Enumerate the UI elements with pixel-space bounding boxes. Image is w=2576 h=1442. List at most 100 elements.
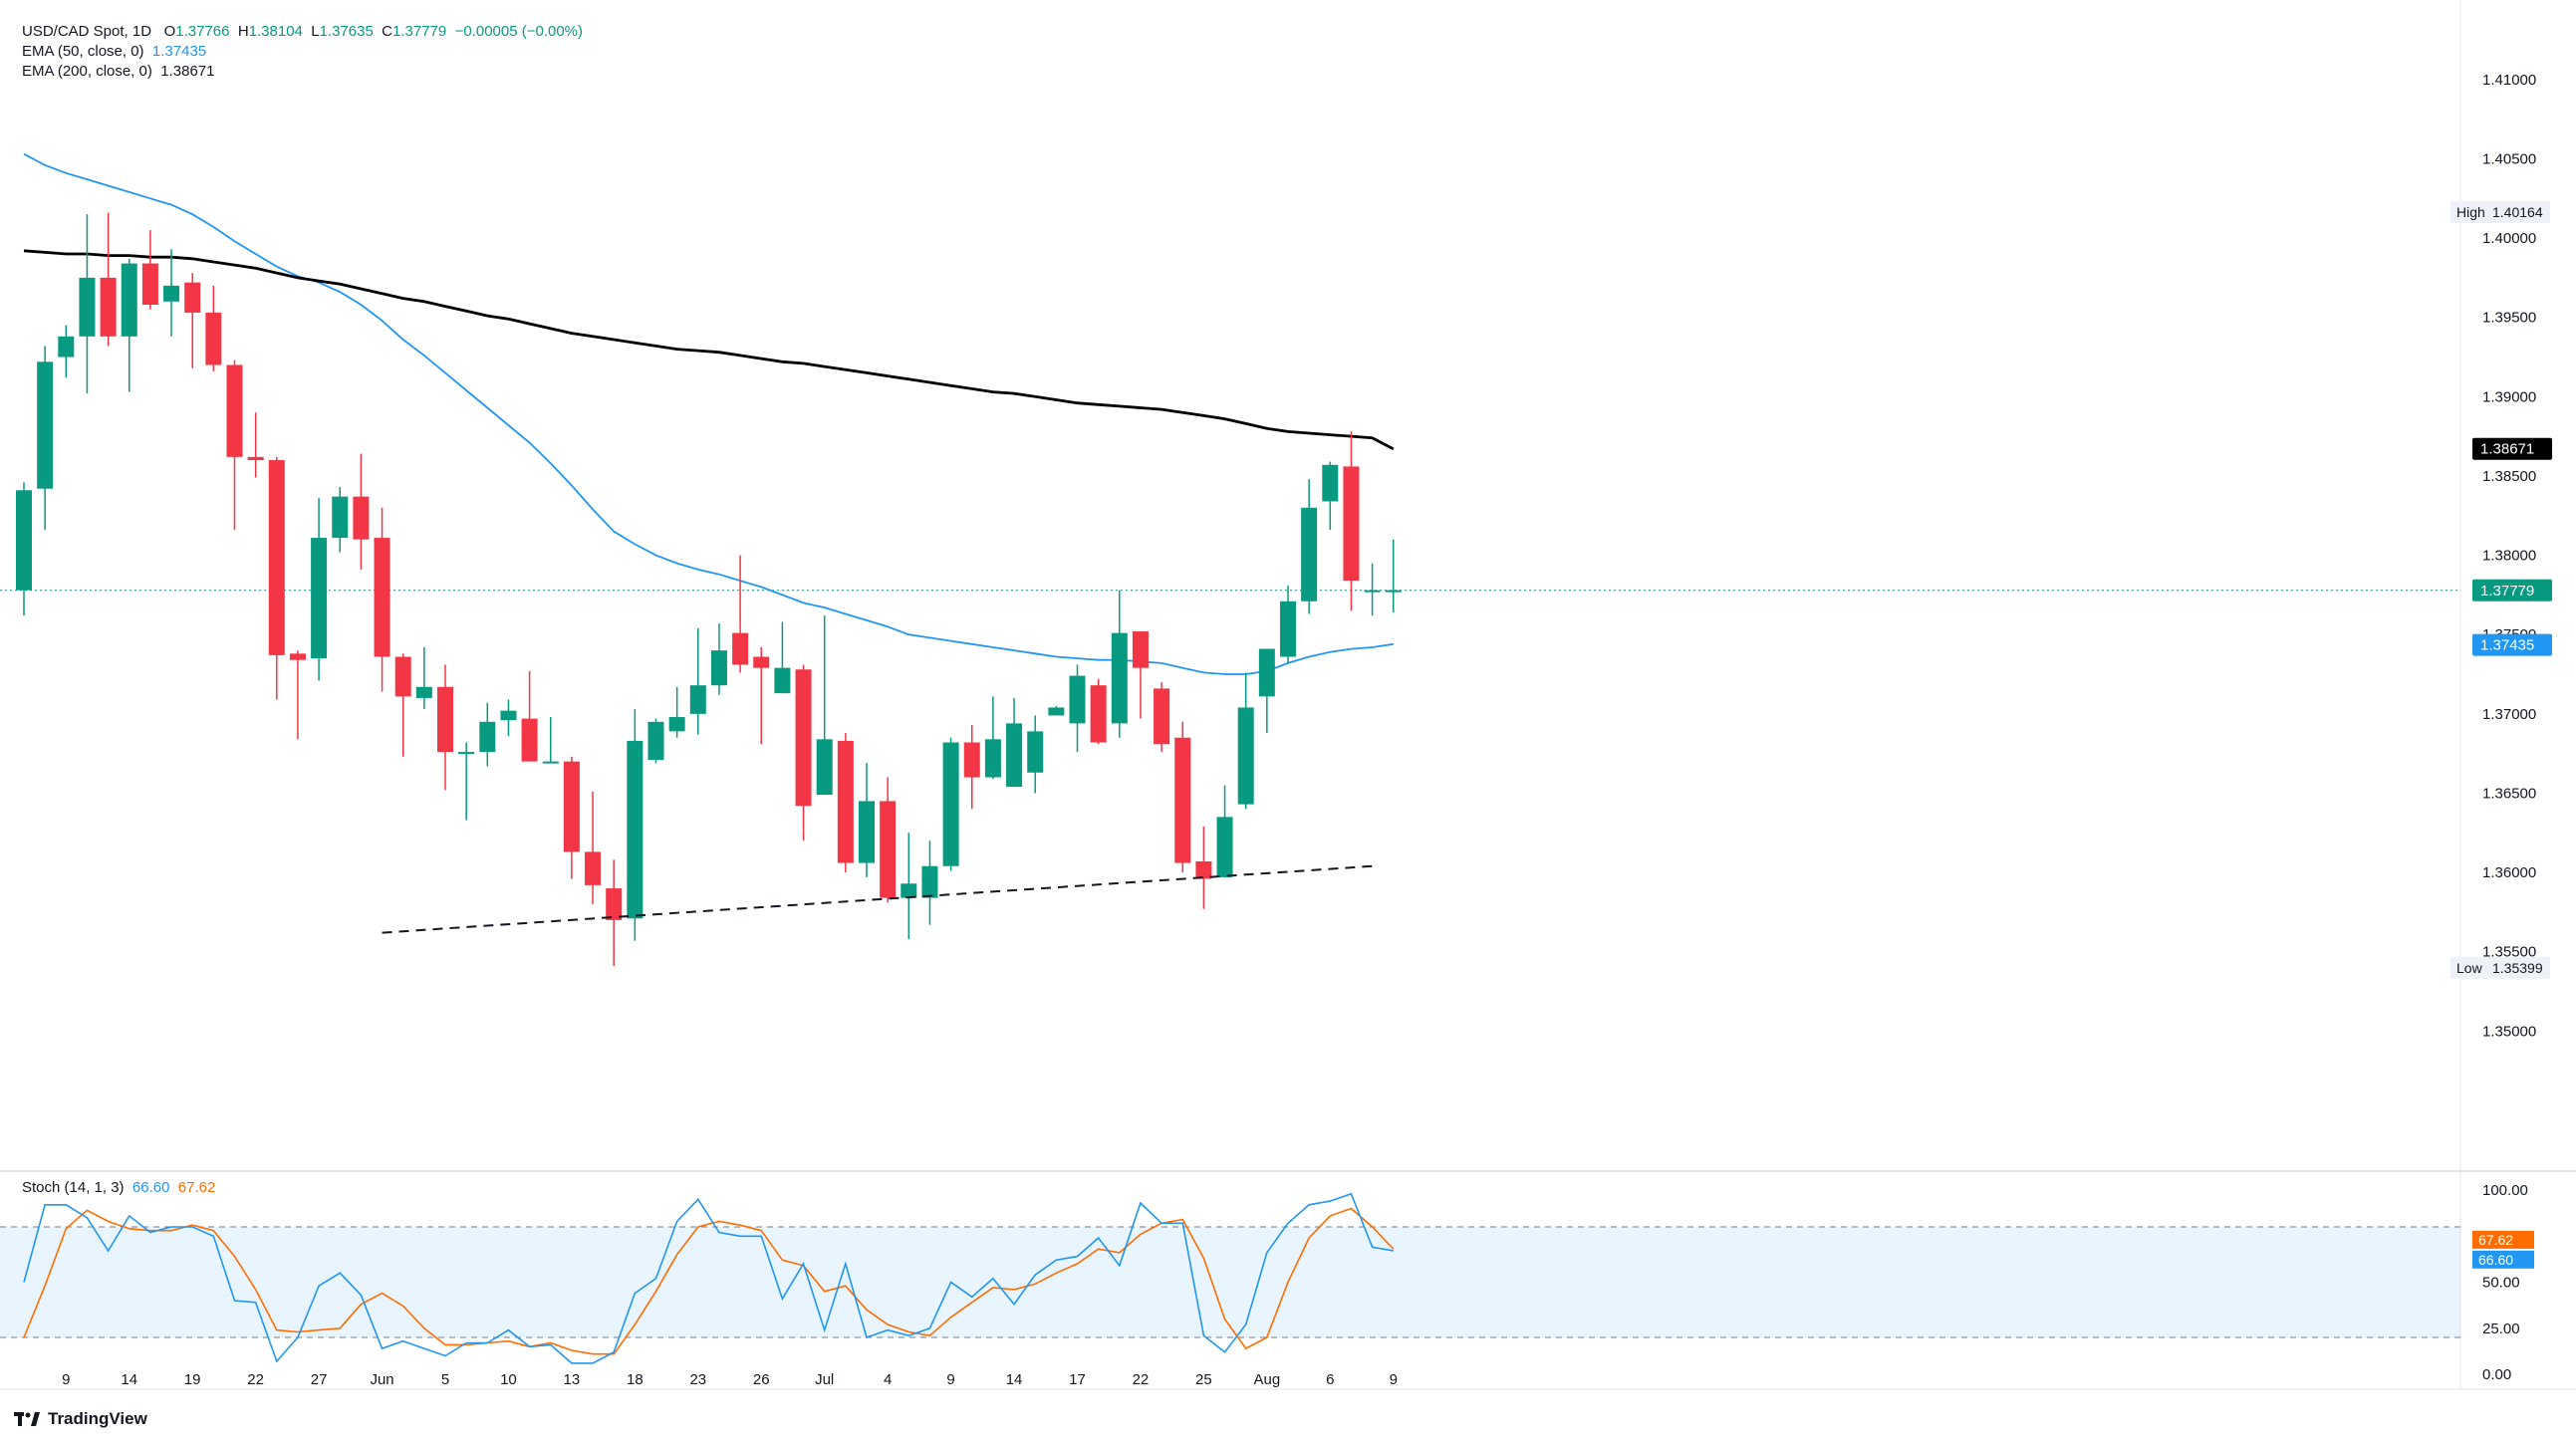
candle (394, 653, 411, 757)
legend-ema200-label: EMA (200, close, 0) (22, 63, 152, 80)
candle-body (353, 496, 370, 540)
time-axis-tick-label: 4 (884, 1371, 892, 1388)
candle-body (1343, 466, 1360, 582)
stoch-k-tag: 66.60 (2472, 1250, 2534, 1269)
candle (1258, 648, 1275, 733)
candle-body (141, 263, 158, 305)
candle (732, 555, 749, 673)
candle (16, 482, 32, 616)
candle (1027, 715, 1044, 794)
candle (795, 664, 812, 841)
price-axis-tick-label: 1.38000 (2482, 548, 2536, 565)
stoch-d-tag-bg (2472, 1230, 2534, 1249)
price-axis-tick-label: 1.36500 (2482, 785, 2536, 802)
ema50-price-tag-bg (2472, 633, 2552, 656)
time-axis-tick-label: 14 (121, 1371, 137, 1388)
tradingview-brand-text: TradingView (48, 1409, 147, 1428)
time-axis-tick-label: 13 (564, 1371, 581, 1388)
candle (1385, 539, 1402, 612)
ema50-line (23, 152, 1394, 675)
candle (606, 859, 623, 967)
legend-open: 1.37766 (175, 23, 230, 40)
legend-high: 1.38104 (248, 23, 303, 40)
candle-body (1111, 632, 1128, 724)
low-tag: Low 1.35399 (2450, 956, 2550, 979)
stoch-k-tag-bg (2472, 1250, 2534, 1269)
time-axis-tick-label: 9 (62, 1371, 70, 1388)
candle-body (1048, 707, 1065, 716)
time-axis-tick-label: 9 (946, 1371, 954, 1388)
candle (837, 732, 854, 873)
candle (437, 664, 453, 791)
candle (563, 756, 580, 879)
candle-body (1280, 601, 1296, 657)
legend-ema50-value: 1.37435 (151, 43, 207, 60)
legend-ema200-row: EMA (200, close, 0) 1.38671 (22, 62, 214, 82)
candle (458, 742, 475, 821)
candle-body (500, 710, 517, 721)
ema200-price-tag: 1.38671 (2472, 437, 2552, 460)
candle (1322, 461, 1339, 531)
candle-body (415, 686, 432, 698)
candle (963, 725, 980, 810)
high-tag-label: High (2456, 204, 2485, 220)
candle (479, 702, 496, 767)
candle (332, 487, 349, 553)
candle-body (563, 761, 580, 852)
candle-body (289, 653, 306, 660)
candle-body (521, 718, 538, 762)
time-axis-tick-label: 25 (1195, 1371, 1212, 1388)
stoch-d-tag-text: 67.62 (2478, 1232, 2513, 1248)
low-tag-value: 1.35399 (2492, 960, 2543, 976)
candle (141, 230, 158, 310)
current-price-tag-text: 1.37779 (2480, 583, 2534, 600)
candle (226, 360, 243, 531)
candle (1343, 431, 1360, 611)
candle-body (710, 650, 727, 686)
candle (37, 346, 54, 531)
high-tag-bg (2450, 200, 2550, 223)
candle (1216, 785, 1233, 877)
candle-body (1132, 631, 1149, 668)
candle (1006, 697, 1023, 788)
candle (289, 650, 306, 740)
candle-body (205, 312, 222, 365)
time-axis-tick-label: 23 (689, 1371, 706, 1388)
candle-body (268, 460, 285, 655)
price-axis-tick-label: 1.35000 (2482, 1023, 2536, 1040)
candle-body (311, 538, 328, 659)
stoch-axis-tick-label: 100.00 (2482, 1182, 2528, 1199)
candle-body (1069, 675, 1086, 724)
legend-open-label: O (163, 23, 176, 40)
candle (774, 621, 791, 694)
ema50-price-tag: 1.37435 (2472, 633, 2552, 656)
candle-body (16, 490, 32, 591)
candle (311, 498, 328, 681)
ema200-price-tag-bg (2472, 437, 2552, 460)
price-axis-tick-label: 1.38500 (2482, 468, 2536, 485)
candle-body (479, 721, 496, 753)
candle-body (542, 761, 559, 764)
candle-body (1027, 731, 1044, 773)
candle-body (1258, 648, 1275, 697)
time-axis-tick-label: 9 (1390, 1371, 1398, 1388)
candle-body (753, 656, 770, 668)
tradingview-brand[interactable]: TradingView (14, 1409, 147, 1429)
candle (921, 841, 938, 925)
stoch-legend-k: 66.60 (131, 1179, 170, 1196)
candle (247, 412, 264, 478)
candle (268, 456, 285, 700)
current-price-tag: 1.37779 (2472, 579, 2552, 601)
candle-body (1385, 590, 1402, 593)
price-axis-tick-label: 1.37000 (2482, 706, 2536, 723)
price-axis-tick-label: 1.39000 (2482, 388, 2536, 405)
candle-body (689, 685, 706, 714)
price-axis-tick-label: 1.35500 (2482, 944, 2536, 961)
candle (542, 717, 559, 764)
candle-body (880, 801, 897, 898)
candle-body (374, 538, 390, 657)
candle-body (627, 740, 644, 919)
candle (353, 453, 370, 570)
candle-body (1154, 688, 1170, 745)
price-axis-tick-label: 1.41000 (2482, 72, 2536, 89)
